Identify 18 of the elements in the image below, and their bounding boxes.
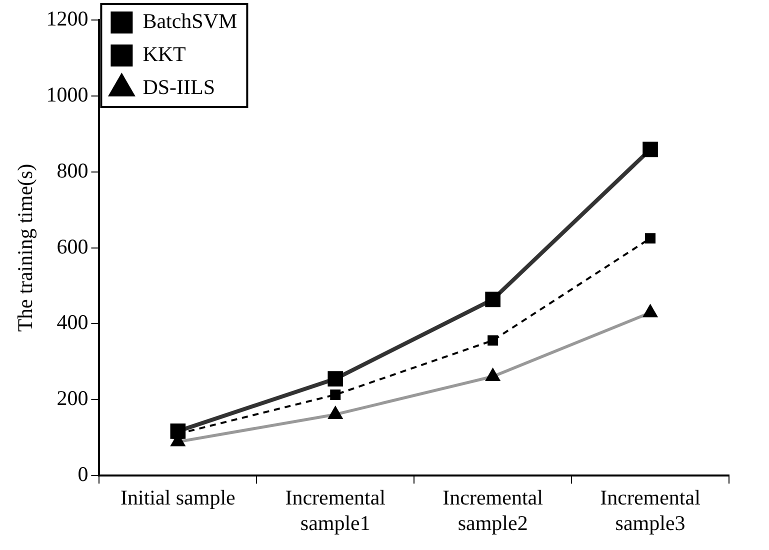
point [488, 335, 498, 346]
y-tick-label: 400 [56, 310, 88, 334]
legend-label: DS-IILS [142, 75, 216, 100]
point [645, 233, 656, 244]
y-axis-title: The training time(s) [13, 164, 38, 332]
x-tick-label: Incremental sample2 [442, 486, 544, 535]
y-tick-label: 800 [56, 158, 88, 182]
y-tick-label: 200 [56, 386, 88, 410]
legend-label: BatchSVM [142, 9, 238, 34]
x-tick-label: Incremental sample1 [285, 486, 386, 535]
y-tick-label: 0 [78, 462, 88, 486]
y-tick-label: 600 [56, 234, 88, 258]
y-tick-label: 1000 [46, 82, 88, 106]
legend-label: KKT [142, 42, 186, 66]
x-tick-label: Initial sample [120, 486, 236, 510]
y-tick-label: 1200 [46, 6, 88, 31]
x-tick-label: Incremental sample3 [600, 486, 701, 535]
point [330, 389, 341, 400]
